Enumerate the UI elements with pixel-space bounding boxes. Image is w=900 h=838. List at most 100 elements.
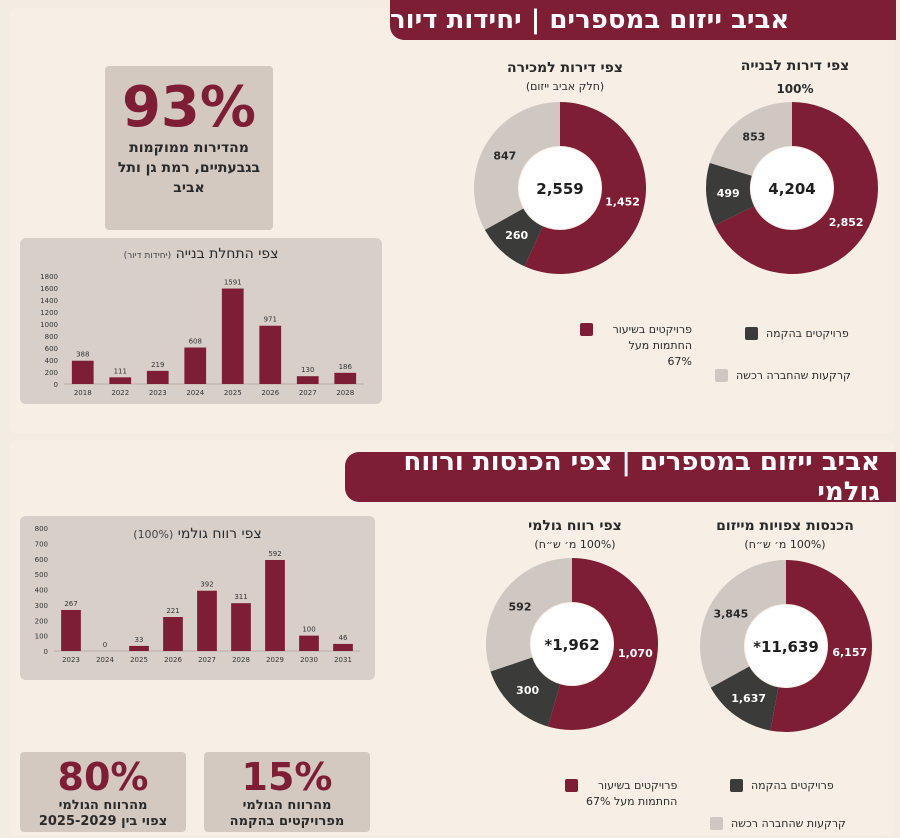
x-tick-label: 2031 xyxy=(334,656,352,664)
x-tick-label: 2027 xyxy=(198,656,216,664)
donut-slice xyxy=(714,102,878,274)
y-tick-label: 1200 xyxy=(40,309,58,317)
bar-value-label: 0 xyxy=(103,641,107,649)
x-tick-label: 2018 xyxy=(74,389,92,397)
donut-hole xyxy=(531,603,613,685)
legend-label: קרקעות שהחברה רכשה xyxy=(731,817,846,830)
bar-value-label: 392 xyxy=(200,581,213,589)
legend-land: קרקעות שהחברה רכשה xyxy=(715,368,875,384)
bar-value-label: 186 xyxy=(339,363,353,371)
donut-hole xyxy=(751,147,833,229)
bar xyxy=(184,347,207,384)
donut-title-gross-profit: צפי רווח גולמי xyxy=(528,518,622,534)
donut-hole xyxy=(745,605,827,687)
donut-subtitle-expected-revenue: (100% מ׳ ש״ח) xyxy=(744,538,826,551)
section-revenue-banner: אביב ייזום במספרים | צפי הכנסות ורווח גו… xyxy=(345,447,896,507)
legend-swatch-grey xyxy=(710,817,723,830)
donut-slice-label: 1,637 xyxy=(731,692,766,705)
legend-swatch-maroon xyxy=(580,323,593,336)
bar xyxy=(129,645,149,651)
bar xyxy=(333,643,353,651)
y-tick-label: 1600 xyxy=(40,285,58,293)
bar-value-label: 46 xyxy=(339,634,348,642)
legend-in-progress: פרויקטים בשיעור החתמות מעל 67% xyxy=(580,322,692,370)
donut-slice-label: 847 xyxy=(493,150,516,163)
legend-in-progress: פרויקטים בשיעור החתמות מעל 67% xyxy=(565,778,683,810)
y-tick-label: 500 xyxy=(35,571,48,579)
x-tick-label: 2024 xyxy=(186,389,204,397)
stat-value: 15% xyxy=(241,755,333,799)
bar xyxy=(146,370,169,384)
stat-text: מהדירות ממוקמות בגבעתיים, רמת גן ותל אבי… xyxy=(117,140,261,196)
x-tick-label: 2025 xyxy=(224,389,242,397)
donut-slice xyxy=(770,560,872,732)
legend-swatch-maroon xyxy=(565,779,578,792)
y-tick-label: 700 xyxy=(35,540,48,548)
stat-box-profit-building: 15% מהרווח הגולמי מפרויקטים בהקמה xyxy=(204,752,370,832)
legend-building: פרויקטים בהקמה xyxy=(730,778,870,794)
x-tick-label: 2023 xyxy=(62,656,80,664)
stat-line: מהרווח הגולמי xyxy=(58,798,148,813)
legend-label: קרקעות שהחברה רכשה xyxy=(736,369,851,382)
bar-value-label: 608 xyxy=(189,338,202,346)
legend-label: פרויקטים בשיעור xyxy=(612,323,692,336)
bar xyxy=(61,609,81,651)
stat-line: מהרווח הגולמי xyxy=(242,798,332,813)
y-tick-label: 800 xyxy=(35,525,48,533)
legend-building: פרויקטים בהקמה xyxy=(745,326,875,342)
bar-value-label: 100 xyxy=(302,626,315,634)
x-tick-label: 2028 xyxy=(336,389,354,397)
donut-center-label: *1,962 xyxy=(544,636,599,654)
donut-slice xyxy=(710,666,779,731)
x-tick-label: 2028 xyxy=(232,656,250,664)
donut-slice xyxy=(700,560,786,688)
legend-swatch-dark xyxy=(745,327,758,340)
x-tick-label: 2030 xyxy=(300,656,318,664)
donut-slice xyxy=(490,657,561,727)
donut-slice xyxy=(524,102,646,274)
stat-line: מפרויקטים בהקמה xyxy=(229,814,345,829)
bar-value-label: 1591 xyxy=(224,279,242,287)
bar xyxy=(231,603,251,651)
donut-apartments-for-sale: 1,452 260 847 2,559 xyxy=(474,102,646,274)
bar-chart-title: צפי רווח גולמי xyxy=(177,526,262,542)
bar-value-label: 130 xyxy=(301,366,314,374)
legend-label: החתמות מעל 67% xyxy=(586,795,678,808)
donut-slice-label: 3,845 xyxy=(713,607,748,620)
x-tick-label: 2027 xyxy=(299,389,317,397)
x-tick-label: 2025 xyxy=(130,656,148,664)
x-tick-label: 2029 xyxy=(266,656,284,664)
bar-value-label: 111 xyxy=(114,367,127,375)
bar-value-label: 267 xyxy=(64,600,77,608)
x-tick-label: 2024 xyxy=(96,656,114,664)
x-tick-label: 2022 xyxy=(111,389,129,397)
donut-center-label: 4,204 xyxy=(768,180,815,198)
bar-value-label: 311 xyxy=(234,593,247,601)
donut-slice xyxy=(474,102,560,230)
bar xyxy=(221,288,244,384)
y-tick-label: 100 xyxy=(35,633,48,641)
y-tick-label: 400 xyxy=(35,587,48,595)
bar xyxy=(265,559,285,651)
y-tick-label: 300 xyxy=(35,602,48,610)
donut-subtitle-gross-profit: (100% מ׳ ש״ח) xyxy=(534,538,616,551)
donut-title-expected-revenue: הכנסות צפויות מייזום xyxy=(716,518,854,534)
donut-slice-label: 260 xyxy=(505,229,528,242)
donut-slice xyxy=(486,558,572,672)
donut-title-apartments-to-build: צפי דירות לבנייה xyxy=(740,58,850,74)
y-tick-label: 1000 xyxy=(40,321,58,329)
donut-center-label: *11,639 xyxy=(753,638,819,656)
bar-chart-box-construction-starts: צפי התחלת בנייה (יחידות דיור) 0 200 400 600… xyxy=(20,238,382,404)
bar-chart-title: צפי התחלת בנייה xyxy=(175,246,279,262)
x-tick-label: 2026 xyxy=(164,656,182,664)
y-tick-label: 600 xyxy=(35,556,48,564)
bar-chart-box-gross-profit: צפי רווח גולמי (100%) 0 100 200 300 400 500 60… xyxy=(20,516,375,680)
donut-hole xyxy=(519,147,601,229)
donut-slice xyxy=(706,162,755,226)
stat-box-location: 93% מהדירות ממוקמות בגבעתיים, רמת גן ותל… xyxy=(105,66,273,230)
y-tick-label: 0 xyxy=(44,648,48,656)
y-tick-label: 400 xyxy=(45,357,58,365)
donut-slice-label: 853 xyxy=(742,131,765,144)
donut-title-apartments-for-sale: צפי דירות למכירה xyxy=(506,60,624,76)
donut-slice-label: 300 xyxy=(516,684,539,697)
